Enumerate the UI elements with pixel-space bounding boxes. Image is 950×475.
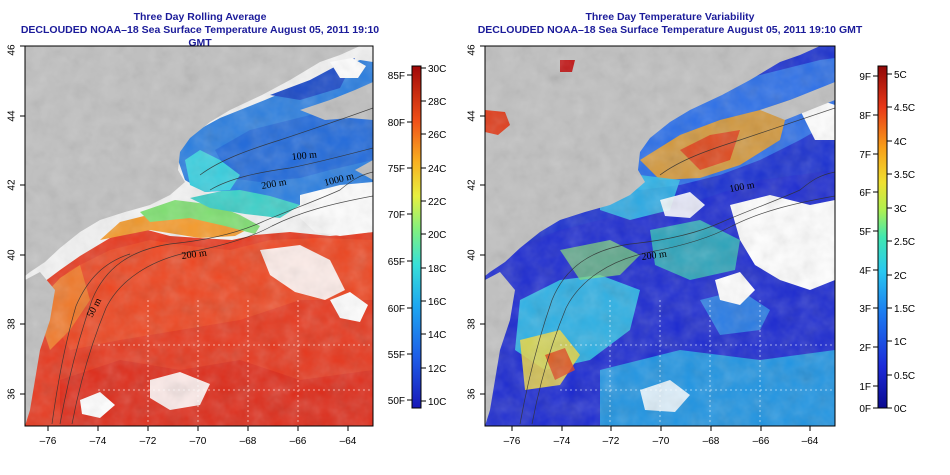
right-colorbar-c-label: 2.5C	[894, 237, 915, 248]
right-colorbar-c-label: 4C	[894, 137, 907, 148]
left-colorbar-c-label: 20C	[428, 230, 446, 241]
right-x-tick: –70	[653, 436, 670, 447]
left-colorbar-f-label: 60F	[388, 304, 405, 315]
left-colorbar-f-label: 70F	[388, 210, 405, 221]
right-colorbar: 9F 8F 7F 6F 5F 4F 3F 2F 1F 0F 5C 4.5C 4C…	[859, 65, 915, 415]
right-colorbar-f-label: 5F	[859, 227, 871, 238]
left-sst-map	[25, 46, 373, 426]
right-y-tick: 38	[467, 318, 478, 330]
left-title-line1: Three Day Rolling Average	[133, 11, 267, 23]
left-colorbar-c-label: 28C	[428, 97, 446, 108]
left-y-tick: 40	[7, 249, 18, 261]
right-colorbar-f-label: 3F	[859, 304, 871, 315]
left-y-axis: 36 38 40 42 44 46	[7, 44, 25, 400]
right-variability-map	[485, 46, 835, 426]
left-colorbar-c-label: 26C	[428, 130, 446, 141]
left-y-tick: 44	[7, 110, 18, 122]
left-colorbar-f-label: 55F	[388, 350, 405, 361]
left-colorbar-f-label: 80F	[388, 118, 405, 129]
right-colorbar-f-label: 6F	[859, 188, 871, 199]
right-map-title: Three Day Temperature Variability DECLOU…	[470, 11, 870, 37]
left-x-axis: –76 –74 –72 –70 –68 –66 –64	[40, 426, 357, 447]
right-x-tick: –68	[703, 436, 720, 447]
left-colorbar-c-label: 30C	[428, 64, 446, 75]
left-x-tick: –74	[90, 436, 107, 447]
left-contour-label-100m: 100 m	[291, 149, 318, 163]
left-colorbar-c-label: 24C	[428, 164, 446, 175]
right-x-tick: –66	[753, 436, 770, 447]
right-colorbar-c-label: 1C	[894, 337, 907, 348]
left-colorbar-f-label: 50F	[388, 396, 405, 407]
right-y-tick: 44	[467, 110, 478, 122]
left-y-tick: 46	[7, 44, 18, 56]
right-y-tick: 36	[467, 388, 478, 400]
right-contour-label-200m: 200 m	[641, 249, 668, 263]
right-colorbar-c-label: 4.5C	[894, 103, 915, 114]
right-y-tick: 42	[467, 179, 478, 191]
right-colorbar-f-label: 0F	[859, 404, 871, 415]
right-colorbar-f-label: 7F	[859, 150, 871, 161]
right-graticule	[560, 300, 835, 426]
left-colorbar: 85F 80F 75F 70F 65F 60F 55F 50F 30C 28C …	[388, 64, 446, 409]
right-title-line1: Three Day Temperature Variability	[585, 11, 755, 23]
left-x-tick: –76	[40, 436, 57, 447]
right-colorbar-c-label: 1.5C	[894, 304, 915, 315]
right-x-tick: –74	[554, 436, 571, 447]
right-colorbar-c-label: 3C	[894, 204, 907, 215]
right-x-tick: –64	[802, 436, 819, 447]
left-x-tick: –64	[340, 436, 357, 447]
left-colorbar-c-label: 10C	[428, 397, 446, 408]
right-colorbar-f-label: 1F	[859, 382, 871, 393]
right-colorbar-c-label: 0.5C	[894, 371, 915, 382]
left-colorbar-c-label: 14C	[428, 330, 446, 341]
left-y-tick: 42	[7, 179, 18, 191]
left-colorbar-c-label: 18C	[428, 264, 446, 275]
right-colorbar-f-label: 9F	[859, 72, 871, 83]
right-y-tick: 46	[467, 44, 478, 56]
left-contour-label-200m-a: 200 m	[181, 248, 208, 262]
right-bathymetry-contours	[519, 107, 835, 425]
right-colorbar-c-label: 3.5C	[894, 170, 915, 181]
right-title-line2: DECLOUDED NOAA–18 Sea Surface Temperatur…	[477, 24, 863, 36]
right-x-axis: –76 –74 –72 –70 –68 –66 –64	[504, 426, 819, 447]
right-y-axis: 36 38 40 42 44 46	[467, 44, 485, 400]
right-colorbar-f-label: 8F	[859, 111, 871, 122]
left-contour-label-200m-b: 200 m	[261, 177, 288, 192]
left-x-tick: –70	[190, 436, 207, 447]
left-colorbar-f-label: 65F	[388, 257, 405, 268]
left-y-tick: 38	[7, 318, 18, 330]
right-map-frame	[484, 45, 836, 427]
left-x-tick: –66	[290, 436, 307, 447]
right-colorbar-f-label: 4F	[859, 266, 871, 277]
left-colorbar-c-label: 22C	[428, 197, 446, 208]
left-x-tick: –68	[240, 436, 257, 447]
right-contour-labels: 200 m 100 m	[641, 180, 756, 263]
left-colorbar-f-label: 75F	[388, 164, 405, 175]
right-colorbar-c-label: 0C	[894, 404, 907, 415]
right-colorbar-c-label: 5C	[894, 70, 907, 81]
right-colorbar-f-label: 2F	[859, 343, 871, 354]
left-graticule	[98, 300, 373, 426]
left-map-frame	[24, 45, 374, 427]
left-colorbar-f-label: 85F	[388, 71, 405, 82]
left-x-tick: –72	[140, 436, 157, 447]
left-colorbar-c-label: 12C	[428, 364, 446, 375]
right-x-tick: –72	[603, 436, 620, 447]
right-contour-label-100m: 100 m	[729, 180, 756, 195]
left-y-tick: 36	[7, 388, 18, 400]
left-colorbar-c-label: 16C	[428, 297, 446, 308]
right-y-tick: 40	[467, 249, 478, 261]
right-x-tick: –76	[504, 436, 521, 447]
left-bathymetry-contours	[51, 107, 373, 425]
right-colorbar-c-label: 2C	[894, 271, 907, 282]
